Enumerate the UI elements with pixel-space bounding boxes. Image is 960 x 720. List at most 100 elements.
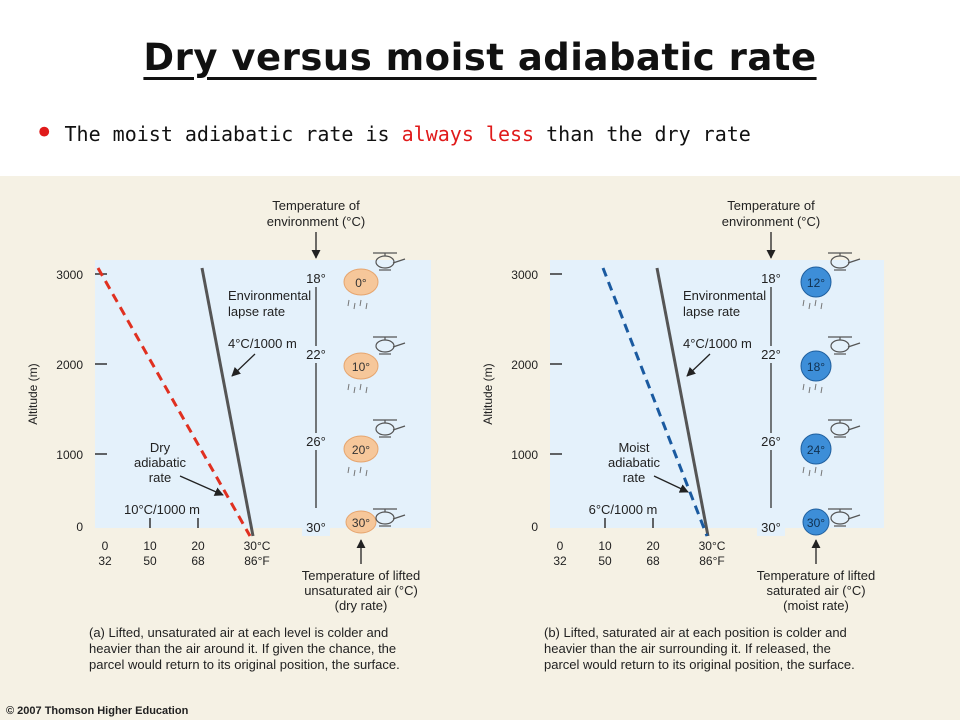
environmental-lapse-pointer: [231, 353, 256, 377]
drop-mark: [802, 383, 805, 391]
lifted-air-title: Temperature of lifted: [302, 568, 421, 583]
helicopter-icon: [828, 336, 861, 355]
panel-caption: parcel would return to its original posi…: [89, 657, 400, 672]
adiabatic-pointer: [179, 475, 224, 496]
air-parcel: [802, 508, 830, 536]
y-axis-label: Altitude (m): [481, 363, 495, 424]
adiabatic-rate-value: 6°C/1000 m: [589, 502, 658, 517]
environmental-lapse-line: [655, 267, 710, 537]
drop-mark: [808, 469, 811, 477]
lifted-air-title: unsaturated air (°C): [304, 583, 418, 598]
y-tick-label: 1000: [56, 448, 83, 462]
parcel-temperature: 12°: [807, 276, 825, 290]
drop-mark: [814, 466, 817, 474]
y-tick-label: 3000: [511, 268, 538, 282]
drop-mark: [353, 302, 356, 310]
x-tick-label-celsius: 0: [102, 539, 109, 553]
x-tick-label-fahrenheit: 68: [646, 554, 660, 568]
panel-b: Altitude (m)30002000100000321050206830°C…: [481, 198, 884, 672]
environment-temperature: 30°: [306, 520, 326, 535]
adiabatic-rate-value: 10°C/1000 m: [124, 502, 200, 517]
x-tick-label-fahrenheit: 50: [598, 554, 612, 568]
lifted-air-title: (dry rate): [335, 598, 388, 613]
parcel-temperature: 30°: [807, 516, 825, 530]
panel-caption: heavier than the air around it. If given…: [89, 641, 396, 656]
air-parcel: [345, 510, 377, 534]
y-tick-label: 2000: [56, 358, 83, 372]
helicopter-icon: [373, 252, 406, 271]
helicopter-icon: [828, 508, 861, 527]
drop-mark: [359, 299, 362, 307]
helicopter-icon: [828, 252, 861, 271]
adiabatic-label: Moist: [618, 440, 649, 455]
env-temp-backdrop: [302, 270, 330, 287]
environment-temperature-title: environment (°C): [722, 214, 820, 229]
helicopter-icon: [828, 419, 861, 438]
x-tick-label-fahrenheit: 32: [98, 554, 112, 568]
environment-temperature-title: environment (°C): [267, 214, 365, 229]
drop-mark: [808, 386, 811, 394]
env-temp-backdrop: [302, 519, 330, 536]
air-parcel: [343, 435, 379, 463]
air-parcel: [800, 350, 832, 382]
lifted-air-title: (moist rate): [783, 598, 849, 613]
environment-temperature-title: Temperature of: [272, 198, 360, 213]
bullet-text-highlight: always less: [401, 122, 535, 146]
adiabatic-label: rate: [149, 470, 171, 485]
air-parcel: [343, 268, 379, 296]
parcel-temperature: 18°: [807, 360, 825, 374]
panel-caption: parcel would return to its original posi…: [544, 657, 855, 672]
drop-mark: [359, 383, 362, 391]
environmental-lapse-label: lapse rate: [228, 304, 285, 319]
drop-mark: [359, 466, 362, 474]
air-parcel: [800, 266, 832, 298]
adiabatic-rate-line: [96, 267, 252, 537]
parcel-temperature: 20°: [352, 443, 370, 457]
panel-a: Altitude (m)30002000100000321050206830°C…: [26, 198, 431, 672]
env-temp-backdrop: [302, 346, 330, 363]
environmental-lapse-line: [200, 267, 255, 537]
x-tick-label-celsius: 10: [598, 539, 612, 553]
adiabatic-label: Dry: [150, 440, 171, 455]
x-tick-label-celsius: 10: [143, 539, 157, 553]
drop-mark: [365, 386, 368, 394]
x-tick-label-fahrenheit: 32: [553, 554, 567, 568]
slide-title: Dry versus moist adiabatic rate: [0, 36, 960, 79]
drop-mark: [365, 302, 368, 310]
adiabatic-rate-figure: © 2007 Thomson Higher Education Altitude…: [0, 176, 960, 720]
drop-mark: [808, 302, 811, 310]
environment-temperature: 22°: [761, 347, 781, 362]
environmental-lapse-rate: 4°C/1000 m: [228, 336, 297, 351]
parcel-temperature: 24°: [807, 443, 825, 457]
parcel-temperature: 0°: [355, 276, 367, 290]
env-temp-backdrop: [757, 433, 785, 450]
drop-mark: [820, 469, 823, 477]
plot-area: [95, 260, 431, 528]
env-temp-backdrop: [757, 346, 785, 363]
parcel-temperature: 30°: [352, 516, 370, 530]
y-tick-label: 0: [531, 520, 538, 534]
helicopter-icon: [373, 419, 406, 438]
drop-mark: [347, 466, 350, 474]
parcel-temperature: 10°: [352, 360, 370, 374]
adiabatic-pointer: [653, 475, 689, 493]
air-parcel: [800, 433, 832, 465]
y-axis-label: Altitude (m): [26, 363, 40, 424]
bullet-dot-icon: •: [34, 113, 55, 153]
drop-mark: [802, 299, 805, 307]
helicopter-icon: [373, 336, 406, 355]
environment-temperature: 26°: [306, 434, 326, 449]
bullet-point: • The moist adiabatic rate is always less…: [34, 110, 751, 153]
x-tick-label-celsius: 0: [557, 539, 564, 553]
y-tick-label: 0: [76, 520, 83, 534]
y-tick-label: 2000: [511, 358, 538, 372]
drop-mark: [814, 299, 817, 307]
environmental-lapse-label: Environmental: [683, 288, 766, 303]
x-tick-label-fahrenheit: 86°F: [244, 554, 269, 568]
helicopter-icon: [373, 508, 406, 527]
drop-mark: [347, 383, 350, 391]
x-tick-label-celsius: 20: [646, 539, 660, 553]
env-temp-backdrop: [757, 270, 785, 287]
x-tick-label-fahrenheit: 68: [191, 554, 205, 568]
panel-caption: (b) Lifted, saturated air at each positi…: [544, 625, 847, 640]
